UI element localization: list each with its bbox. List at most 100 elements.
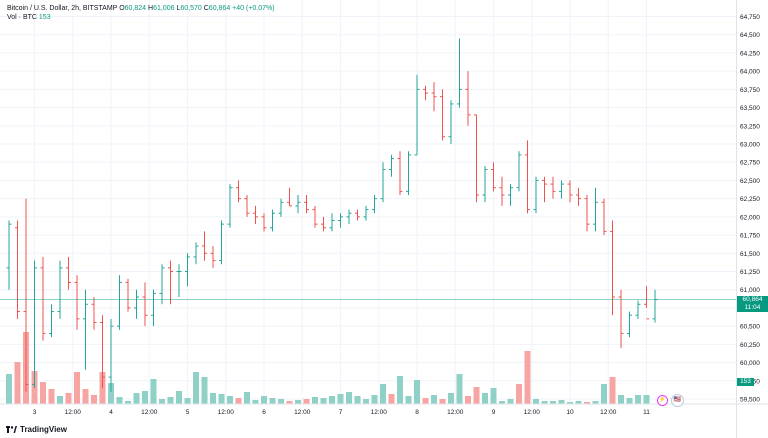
tradingview-logo[interactable]: TradingView [6, 425, 67, 434]
volume-bar [405, 396, 412, 404]
volume-bar [312, 397, 318, 404]
volume-bar [252, 400, 259, 404]
ohlc-bar [397, 151, 403, 195]
ohlc-bar [567, 180, 573, 203]
ohlc-bar [414, 74, 420, 156]
volume-bar [125, 401, 131, 404]
ohlc-bar [618, 289, 624, 348]
tradingview-logo-icon [6, 426, 17, 433]
open-label: O [119, 5, 125, 12]
price-tick-label: 59,500 [740, 397, 760, 404]
volume-bar [184, 398, 191, 404]
price-axis[interactable]: 59,50059,75060,00060,25060,50060,75061,0… [736, 0, 761, 438]
last-price-value: 60,864 [742, 296, 763, 303]
time-axis[interactable]: 3 12:00 4 12:00 5 12:00 6 12:00 7 12:00 8 12:00 9 12:… [0, 403, 768, 416]
time-tick-label: 10 [566, 409, 574, 416]
tradingview-logo-text: TradingView [20, 425, 67, 434]
volume-bar [354, 396, 361, 404]
volume-bar [176, 391, 182, 404]
high-value: 61,006 [153, 5, 175, 12]
ohlc-bar [372, 195, 377, 214]
chart-grid [0, 0, 736, 404]
volume-bar [40, 382, 46, 404]
ohlc-bar [304, 195, 309, 214]
volume-bar [516, 384, 522, 404]
price-tick-label: 61,750 [740, 233, 760, 240]
time-tick-label: 5 [186, 409, 190, 416]
change-value: +40 (+0.07%) [232, 5, 275, 12]
volume-bar [133, 393, 140, 404]
price-tick-label: 64,750 [740, 14, 760, 21]
ohlc-bar [91, 297, 97, 330]
price-tick-label: 64,000 [740, 69, 760, 76]
volume-bar [193, 372, 199, 404]
ohlc-bar [261, 213, 267, 232]
ohlc-bar [338, 213, 343, 228]
price-candles [6, 38, 658, 392]
time-tick-label: 12:00 [141, 409, 158, 416]
time-tick-label: 9 [492, 409, 496, 416]
ohlc-bar [440, 89, 445, 141]
ohlc-bar [236, 180, 241, 203]
symbol-title: Bitcoin / U.S. Dollar, 2h, BITSTAMP [7, 5, 118, 12]
ohlc-bar [644, 286, 649, 320]
price-tick-label: 60,000 [740, 360, 760, 367]
ohlc-bar [457, 38, 462, 108]
ohlc-bar [134, 289, 139, 319]
ohlc-bar [312, 205, 318, 228]
volume-bar [210, 393, 216, 404]
ohlc-bar [83, 289, 88, 370]
volume-bar [337, 394, 344, 404]
volume-bar [227, 396, 233, 404]
ohlc-bar [176, 264, 182, 297]
ohlc-bar [117, 275, 122, 330]
ohlc-bar [533, 176, 539, 214]
ohlc-bar [57, 260, 63, 319]
volume-bar [167, 397, 174, 404]
ohlc-bar [346, 209, 352, 225]
dividend-event-icon[interactable]: ⚡ [657, 395, 668, 406]
volume-bar [320, 398, 327, 404]
ohlc-bar [202, 231, 207, 261]
symbol-header: Bitcoin / U.S. Dollar, 2h, BITSTAMP O60,… [7, 4, 275, 13]
volume-bar [295, 400, 301, 404]
ohlc-bar [6, 220, 12, 290]
volume-bar [65, 393, 72, 404]
ohlc-bar [270, 209, 275, 232]
volume-bar [490, 388, 497, 404]
price-tick-label: 63,000 [740, 142, 760, 149]
ohlc-bar [406, 151, 411, 195]
price-tick-label: 63,750 [740, 87, 760, 94]
volume-tag: 153 [737, 378, 754, 386]
volume-bar [499, 401, 505, 404]
ohlc-bar [74, 275, 80, 330]
volume-bar [397, 376, 403, 404]
us-flag-event-icon[interactable]: 🇺🇸 [671, 394, 684, 407]
last-price-tag: 60,864 11:04 [737, 296, 768, 312]
time-tick-label: 4 [109, 409, 113, 416]
ohlc-bar [168, 260, 173, 305]
ohlc-bar [516, 151, 522, 192]
volume-bar [524, 351, 531, 404]
volume-header: Vol · BTC 153 [7, 13, 51, 22]
time-tick-label: 12:00 [65, 409, 82, 416]
ohlc-bar [227, 184, 233, 228]
price-tick-label: 60,250 [740, 342, 760, 349]
ohlc-bar [499, 176, 505, 206]
price-tick-label: 61,250 [740, 269, 760, 276]
ohlc-bar [363, 205, 369, 221]
ohlc-bar [355, 209, 360, 221]
ohlc-bar [32, 260, 37, 389]
volume-bar [371, 395, 378, 404]
volume-bar [456, 374, 463, 404]
time-tick-label: 3 [33, 409, 37, 416]
ohlc-bar [66, 256, 71, 290]
volume-bar [218, 394, 225, 404]
price-tick-label: 63,500 [740, 105, 760, 112]
volume-value: 153 [38, 14, 51, 21]
ohlc-bar [550, 176, 556, 199]
volume-bar [380, 384, 386, 404]
volume-bar [439, 399, 446, 404]
volume-bar [303, 399, 310, 404]
